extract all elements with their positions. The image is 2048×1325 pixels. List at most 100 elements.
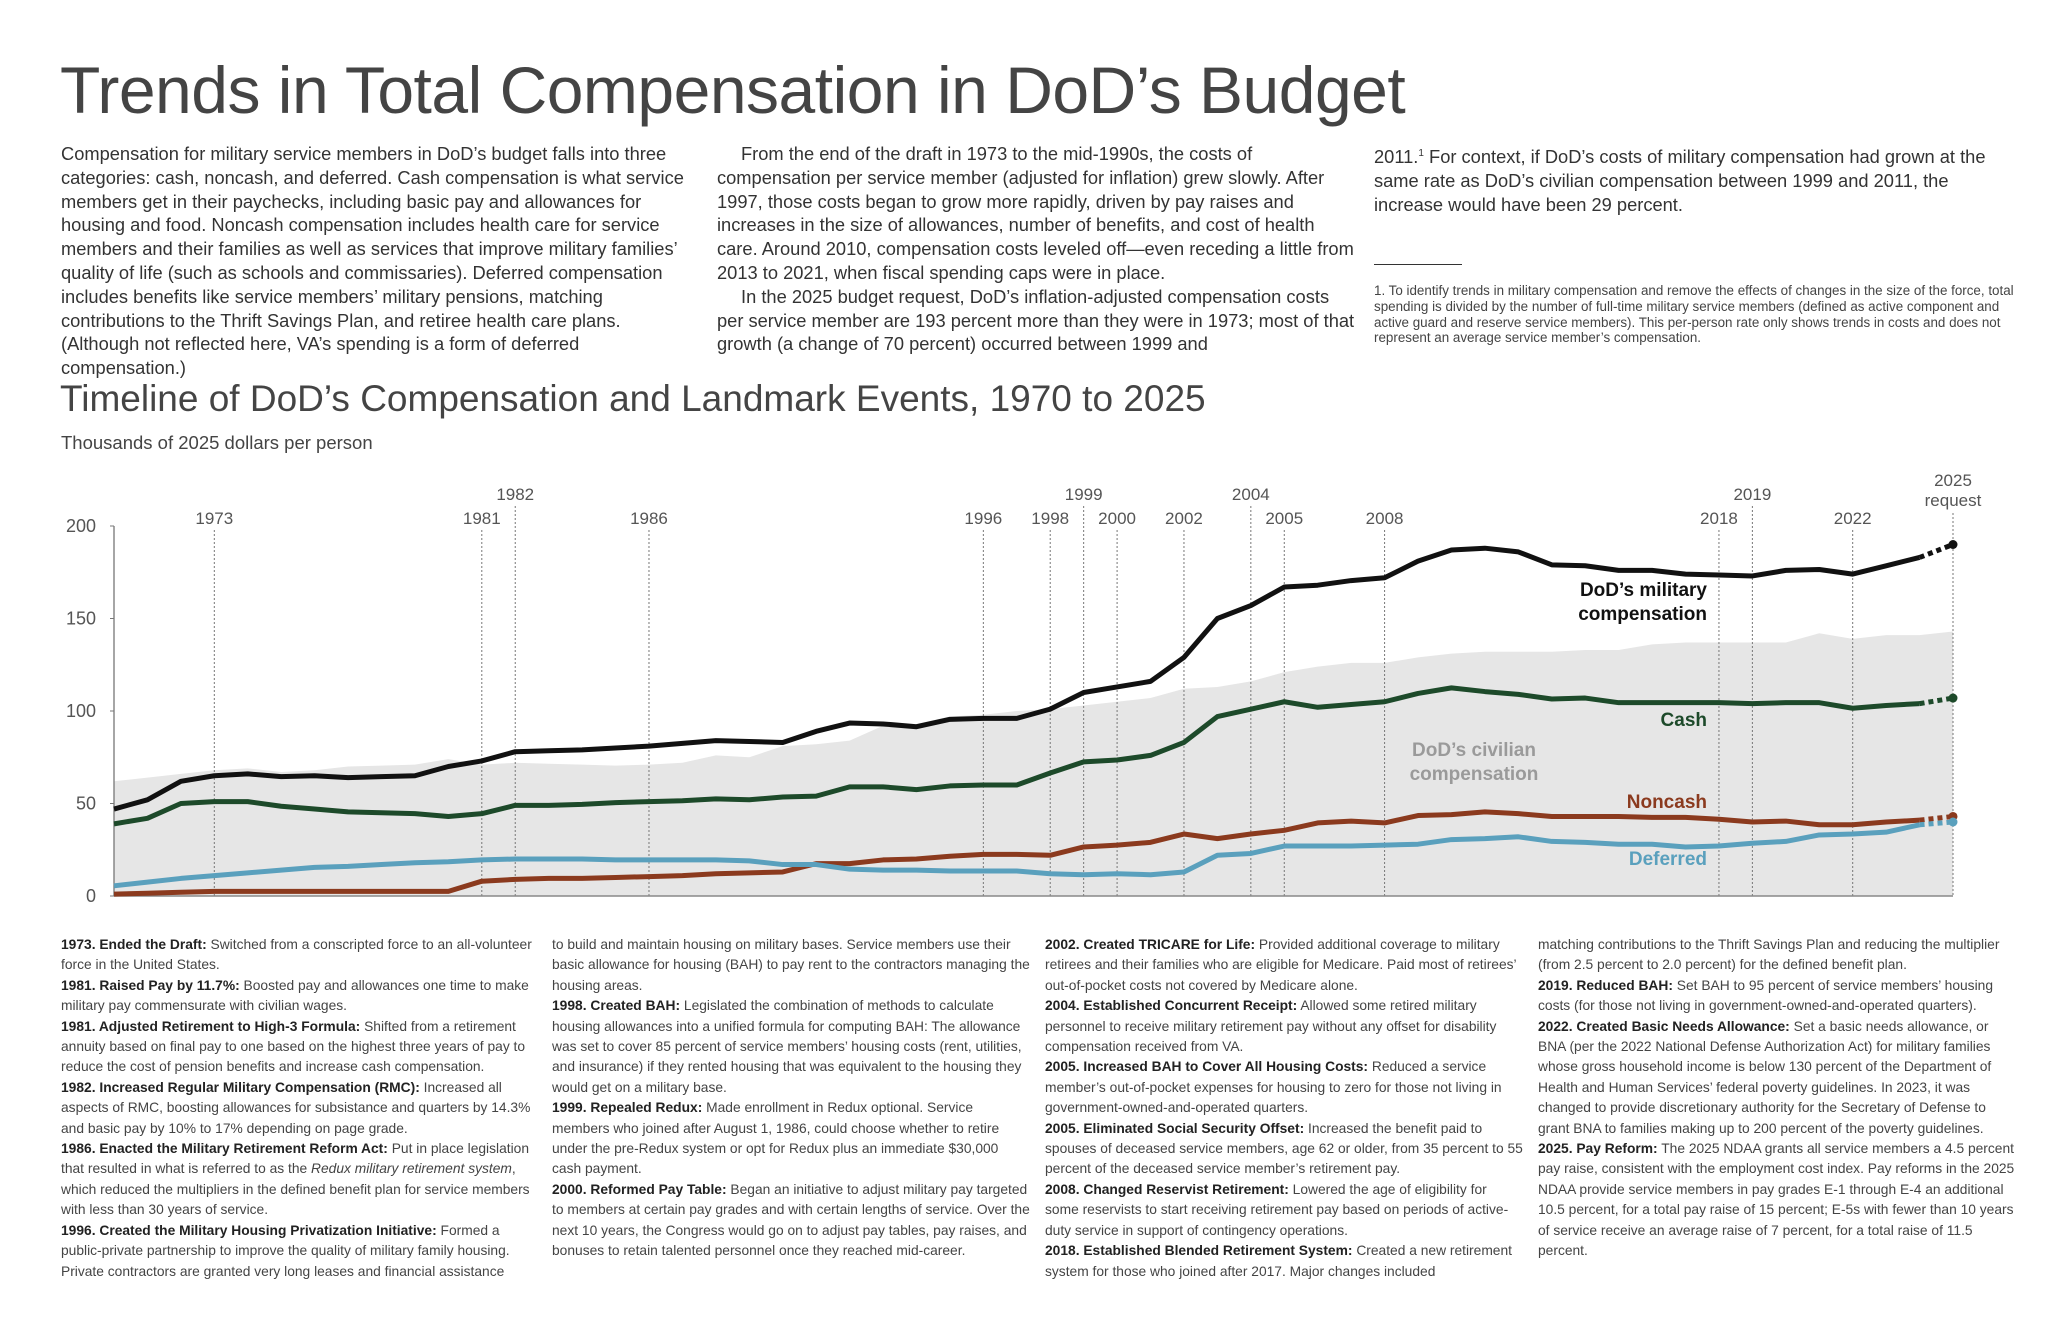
military-label: compensation (1578, 604, 1707, 625)
event-note-title: 1973. Ended the Draft: (61, 937, 207, 952)
dod-s-military-compensation-projection (1918, 542, 1954, 560)
event-note-italic: Redux military retirement system (311, 1161, 512, 1177)
event-note-text: Switched from a conscripted force to an … (61, 937, 532, 973)
event-note-text: The 2025 NDAA grants all service members… (1538, 1141, 2015, 1259)
event-note-title: 1996. Created the Military Housing Priva… (61, 1222, 437, 1238)
event-note-title: 1998. Created BAH: (552, 998, 681, 1014)
event-label: 1986 (630, 509, 668, 528)
event-note-title: 2005. Eliminated Social Security Offset: (1045, 1120, 1305, 1136)
event-note: 2000. Reformed Pay Table: Began an initi… (552, 1180, 1030, 1262)
civilian-label: DoD’s civilian (1412, 740, 1536, 761)
y-axis-label: Thousands of 2025 dollars per person (61, 432, 373, 453)
event-note-text: Began an initiative to adjust military p… (552, 1181, 1030, 1259)
civilian-compensation-area (114, 631, 1953, 896)
event-note-title: 1981. Raised Pay by 11.7%: (61, 977, 240, 993)
noncash-projection (1919, 813, 1954, 823)
intro-col3-lead: 2011. (1374, 146, 1419, 168)
event-note-text: Put in place legislation that resulted i… (61, 1141, 529, 1177)
event-label: 1973 (195, 509, 233, 528)
cash-2025-point (1948, 693, 1958, 703)
event-label: 2008 (1366, 509, 1404, 528)
event-note: 1973. Ended the Draft: Switched from a c… (61, 935, 539, 976)
event-label: 1996 (964, 509, 1002, 528)
event-note-title: 1999. Repealed Redux: (552, 1100, 703, 1116)
event-note-title: 2008. Changed Reservist Retirement: (1045, 1181, 1289, 1197)
event-label: 2025 (1934, 471, 1972, 490)
event-note: 1981. Raised Pay by 11.7%: Boosted pay a… (61, 976, 539, 1017)
event-note-title: 2002. Created TRICARE for Life: (1045, 937, 1256, 952)
event-note-text: Made enrollment in Redux optional. Servi… (552, 1100, 1000, 1177)
dod-s-military-compensation-line (113, 545, 1921, 812)
y-tick-label: 50 (76, 794, 96, 814)
event-note-text: to build and maintain housing on militar… (552, 937, 1030, 993)
deferred-line (113, 822, 1921, 889)
cash-label: Cash (1661, 710, 1707, 731)
military-label: DoD’s military (1580, 580, 1707, 601)
cash-projection (1919, 695, 1954, 707)
event-note: 2019. Reduced BAH: Set BAH to 95 percent… (1538, 976, 2016, 1017)
event-note-text: Provided additional coverage to military… (1045, 937, 1517, 993)
notes-column-1: 1973. Ended the Draft: Switched from a c… (61, 935, 539, 1282)
event-note-text: Created a new retirement system for thos… (1045, 1243, 1512, 1279)
cash-line (113, 685, 1920, 827)
event-note-text: Shifted from a retirement annuity based … (61, 1018, 526, 1075)
event-note: 2005. Increased BAH to Cover All Housing… (1045, 1057, 1523, 1118)
intro-column-2: From the end of the draft in 1973 to the… (717, 142, 1355, 356)
noncash-line (113, 809, 1920, 897)
event-note-text: matching contributions to the Thrift Sav… (1538, 937, 2000, 973)
event-note-text: Boosted pay and allowances one time to m… (61, 977, 529, 1014)
civilian-label: compensation (1410, 764, 1539, 785)
event-label: 1982 (496, 485, 534, 504)
event-note-text: Legislated the combination of methods to… (552, 998, 1022, 1095)
event-note-title: 1981. Adjusted Retirement to High-3 Form… (61, 1018, 361, 1034)
event-note: matching contributions to the Thrift Sav… (1538, 935, 2016, 976)
footnote-divider (1374, 264, 1462, 265)
event-label: 2019 (1733, 485, 1771, 504)
event-note: 2025. Pay Reform: The 2025 NDAA grants a… (1538, 1139, 2016, 1261)
event-sublabel: request (1925, 491, 1982, 510)
event-note-text: Reduced a service member’s out-of-pocket… (1045, 1059, 1502, 1116)
event-label: 2022 (1834, 509, 1872, 528)
event-note-title: 2004. Established Concurrent Receipt: (1045, 998, 1298, 1014)
footnote-marker: 1 (1418, 148, 1424, 159)
intro-paragraph-2025: In the 2025 budget request, DoD’s inflat… (717, 285, 1355, 355)
event-note: 1996. Created the Military Housing Priva… (61, 1221, 539, 1282)
event-note: 1998. Created BAH: Legislated the combin… (552, 996, 1030, 1098)
event-label: 2004 (1232, 485, 1270, 504)
dod-s-military-compensation-2025-point (1948, 540, 1958, 549)
event-note-title: 2000. Reformed Pay Table: (552, 1181, 727, 1197)
event-note: 1981. Adjusted Retirement to High-3 Form… (61, 1017, 539, 1078)
event-note-title: 2019. Reduced BAH: (1538, 977, 1673, 993)
event-note-text: Increased all aspects of RMC, boosting a… (61, 1079, 531, 1136)
event-note-text: Set BAH to 95 percent of service members… (1538, 977, 1993, 1014)
event-note-title: 2025. Pay Reform: (1538, 1141, 1658, 1157)
chart-title: Timeline of DoD’s Compensation and Landm… (60, 378, 1206, 419)
event-label: 2018 (1700, 509, 1738, 528)
event-note: 1986. Enacted the Military Retirement Re… (61, 1139, 539, 1221)
event-note-title: 2005. Increased BAH to Cover All Housing… (1045, 1059, 1369, 1075)
event-note-text: Formed a public-private partnership to i… (61, 1222, 510, 1279)
event-note-text: Allowed some retired military personnel … (1045, 998, 1497, 1055)
deferred-projection (1919, 819, 1954, 828)
event-note: 2008. Changed Reservist Retirement: Lowe… (1045, 1180, 1523, 1241)
event-note: 1982. Increased Regular Military Compens… (61, 1078, 539, 1139)
intro-col3-text: For context, if DoD’s costs of military … (1374, 146, 1986, 215)
event-note: 2005. Eliminated Social Security Offset:… (1045, 1119, 1523, 1180)
event-note-text: Lowered the age of eligibility for some … (1045, 1181, 1509, 1238)
page-title: Trends in Total Compensation in DoD’s Bu… (60, 53, 1406, 127)
event-label: 1998 (1031, 509, 1069, 528)
y-tick-label: 200 (66, 516, 96, 536)
notes-column-4: matching contributions to the Thrift Sav… (1538, 935, 2016, 1262)
event-label: 2005 (1265, 509, 1303, 528)
event-note: 1999. Repealed Redux: Made enrollment in… (552, 1098, 1030, 1180)
intro-column-1: Compensation for military service member… (61, 143, 684, 379)
event-note-title: 1982. Increased Regular Military Compens… (61, 1079, 420, 1095)
y-tick-label: 150 (66, 609, 96, 629)
footnote: 1. To identify trends in military compen… (1374, 283, 2014, 346)
intro-column-3: 2011.1 For context, if DoD’s costs of mi… (1374, 142, 2014, 216)
event-note-title: 2022. Created Basic Needs Allowance: (1538, 1018, 1790, 1034)
event-label: 1981 (463, 509, 501, 528)
event-note-title: 2018. Established Blended Retirement Sys… (1045, 1243, 1353, 1259)
event-note: 2018. Established Blended Retirement Sys… (1045, 1241, 1523, 1282)
